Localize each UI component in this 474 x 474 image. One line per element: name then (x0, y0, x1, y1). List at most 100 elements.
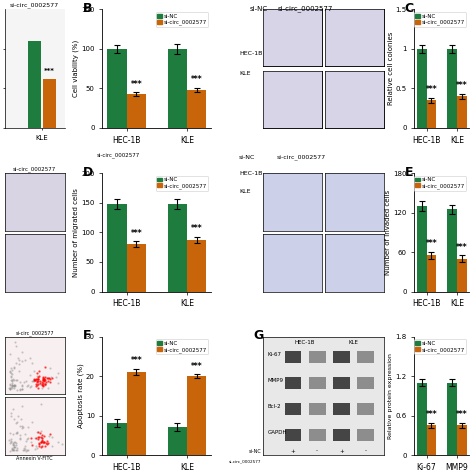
Legend: si-NC, si-circ_0002577: si-NC, si-circ_0002577 (414, 12, 466, 27)
Point (6, 429, 14, 437)
Point (58, 440, 66, 448)
Text: +: + (291, 449, 295, 454)
Point (45, 439, 52, 447)
Point (10, 365, 18, 372)
Point (36, 367, 43, 375)
Point (6, 384, 13, 392)
Point (43, 440, 50, 447)
Point (34, 384, 42, 392)
Point (30, 367, 38, 374)
Point (34, 428, 41, 436)
Point (27, 434, 35, 442)
Point (18, 382, 26, 389)
Text: +: + (339, 449, 344, 454)
Point (6, 436, 13, 444)
Text: HEC-1B: HEC-1B (239, 171, 263, 175)
Point (7, 351, 14, 358)
Point (13, 447, 20, 454)
Point (12, 360, 19, 367)
Bar (457, 426, 467, 455)
Point (40, 438, 48, 446)
Point (44, 437, 51, 444)
Text: ***: *** (191, 225, 202, 234)
Point (16, 379, 23, 386)
Point (48, 442, 56, 449)
Bar (127, 244, 146, 292)
Point (48, 433, 55, 441)
Point (14, 428, 21, 436)
Point (13, 429, 20, 437)
Point (37, 433, 45, 441)
Point (16, 431, 23, 438)
Bar (357, 429, 374, 441)
Point (6, 381, 14, 389)
Point (6, 384, 13, 392)
Point (39, 377, 46, 384)
Bar (309, 429, 326, 441)
Point (7, 439, 14, 447)
Point (24, 435, 31, 443)
Point (54, 369, 62, 377)
Point (40, 375, 47, 383)
Point (9, 383, 16, 390)
Point (37, 443, 45, 450)
Point (18, 402, 26, 410)
Point (40, 433, 48, 440)
Point (38, 380, 46, 388)
Bar (309, 377, 326, 389)
Text: si-circ_0002577: si-circ_0002577 (276, 155, 326, 160)
Y-axis label: Relative protein expression: Relative protein expression (388, 353, 393, 439)
Bar (417, 383, 427, 455)
Point (38, 378, 46, 386)
Point (22, 329, 30, 337)
Text: KLE: KLE (240, 71, 251, 76)
Bar (28, 41, 41, 128)
Point (9, 379, 16, 387)
Point (36, 381, 44, 388)
Point (11, 364, 18, 371)
Point (9, 446, 16, 453)
Y-axis label: Number of invaded cells: Number of invaded cells (385, 190, 391, 275)
Point (7, 376, 14, 384)
Text: ***: *** (130, 80, 142, 89)
Point (29, 377, 36, 385)
Text: KLE: KLE (348, 340, 358, 345)
Point (7, 369, 15, 376)
Point (34, 378, 41, 385)
Point (33, 442, 40, 450)
Point (34, 375, 42, 383)
Point (33, 375, 41, 383)
Bar (309, 403, 326, 415)
Bar (457, 259, 467, 292)
Point (39, 439, 46, 447)
Point (42, 380, 49, 388)
Text: si-circ_0002577: si-circ_0002577 (15, 330, 54, 336)
Point (21, 356, 29, 364)
Point (39, 374, 46, 381)
Point (35, 440, 43, 447)
Text: MMP9: MMP9 (268, 378, 283, 383)
Point (23, 378, 30, 385)
Point (14, 413, 22, 420)
Text: ***: *** (44, 68, 55, 74)
Point (32, 377, 39, 384)
Point (9, 439, 17, 447)
Bar (187, 90, 206, 128)
Point (7, 385, 14, 393)
Text: Bcl-2: Bcl-2 (268, 404, 281, 409)
Point (43, 374, 51, 382)
Point (18, 383, 26, 390)
Point (34, 435, 42, 443)
Point (16, 386, 24, 393)
Text: ***: *** (426, 410, 438, 419)
Bar (127, 372, 146, 455)
Bar (333, 403, 350, 415)
Bar (168, 49, 187, 128)
Point (7, 435, 15, 442)
Point (38, 438, 46, 445)
Point (28, 377, 36, 384)
Text: KLE: KLE (239, 190, 251, 194)
Point (6, 447, 14, 454)
Bar (333, 429, 350, 441)
Point (39, 381, 47, 389)
